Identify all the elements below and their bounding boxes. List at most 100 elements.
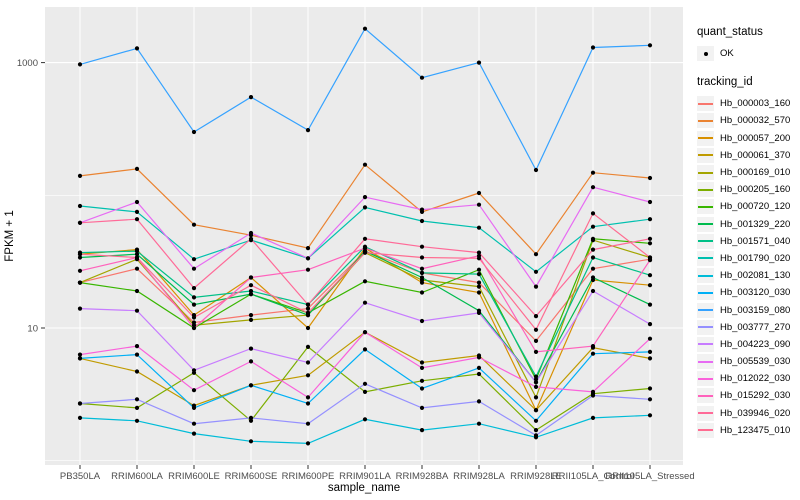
y-tick-labels: 1000 10 [17, 58, 38, 334]
data-point [533, 167, 539, 173]
data-point [476, 280, 482, 285]
data-point [305, 256, 311, 261]
legend-key-box [697, 113, 714, 129]
legend-key-box [697, 46, 714, 62]
legend-key-line [698, 412, 713, 415]
data-point [590, 247, 596, 252]
data-point [647, 413, 653, 418]
data-point [476, 272, 482, 277]
legend-quant-status-block: quant_status OK [697, 26, 797, 62]
legend-key-box [697, 199, 714, 215]
y-axis-title: FPKM + 1 [4, 210, 16, 261]
data-point [590, 288, 596, 294]
data-point [533, 408, 539, 413]
data-point [248, 317, 254, 322]
data-point [590, 393, 596, 398]
data-point [533, 374, 539, 379]
data-point [647, 241, 653, 246]
data-point [305, 306, 311, 311]
legend-key-line [698, 394, 713, 397]
x-tick-label: RRIM928LA [453, 471, 505, 482]
data-points [77, 26, 653, 446]
data-point [533, 418, 539, 423]
legend-entry-label: Hb_002081_130 [720, 270, 791, 282]
data-point [647, 273, 653, 278]
data-point [533, 428, 539, 433]
data-point [134, 418, 140, 423]
legend-key-box [697, 268, 714, 284]
data-point [419, 244, 425, 249]
data-point [647, 283, 653, 288]
data-point [362, 236, 368, 241]
legend-entry: Hb_000061_370 [697, 147, 797, 164]
data-point [419, 365, 425, 370]
data-point [419, 266, 425, 271]
data-point [248, 383, 254, 388]
data-point [77, 356, 83, 361]
legend-entry: Hb_003777_270 [697, 319, 797, 336]
legend-entry: Hb_000169_010 [697, 164, 797, 181]
data-point [362, 26, 368, 31]
legend-item-ok: OK [697, 45, 797, 62]
data-point [590, 45, 596, 50]
data-point [191, 302, 197, 307]
data-point [305, 441, 311, 446]
data-point [419, 428, 425, 433]
legend-entry-label: Hb_000057_200 [720, 132, 791, 144]
data-point [134, 397, 140, 402]
data-point [419, 405, 425, 410]
data-point [533, 269, 539, 274]
x-tick-label: RRII105LA_Control [552, 471, 634, 482]
data-point [476, 355, 482, 360]
data-point [77, 252, 83, 257]
legend-entry-label: Hb_003777_270 [720, 321, 791, 333]
data-point [362, 417, 368, 422]
data-point [419, 270, 425, 275]
legend-entry: Hb_002081_130 [697, 267, 797, 284]
legend-key-line [698, 257, 713, 260]
data-point [191, 388, 197, 393]
data-point [476, 225, 482, 230]
legend-key-line [698, 205, 713, 208]
x-tick-label: RRIM600PE [282, 471, 335, 482]
legend-item-label: OK [720, 48, 734, 60]
data-point [362, 347, 368, 352]
legend-entry: Hb_003120_030 [697, 284, 797, 301]
x-tick-labels: PB350LA RRIM600LA RRIM600LE RRIM600SE RRIM60… [60, 471, 695, 482]
legend-entry: Hb_003159_080 [697, 301, 797, 318]
data-point [305, 267, 311, 272]
data-point [134, 166, 140, 171]
legend-entry: Hb_001790_020 [697, 250, 797, 267]
data-point [248, 292, 254, 297]
legend-entry-label: Hb_000720_120 [720, 201, 791, 213]
data-point [305, 310, 311, 315]
legend-entry-label: Hb_123475_010 [720, 424, 791, 436]
data-point [647, 322, 653, 327]
data-point [191, 315, 197, 320]
data-point [134, 217, 140, 222]
data-point [647, 43, 653, 48]
legend-key-line [698, 326, 713, 329]
data-point [77, 62, 83, 67]
data-point [476, 250, 482, 255]
data-point [476, 310, 482, 315]
x-tick-label: RRIM901LA [339, 471, 391, 482]
data-point [248, 346, 254, 351]
legend-entry-label: Hb_000169_010 [720, 167, 791, 179]
legend-key-line [698, 188, 713, 191]
data-point [134, 369, 140, 374]
data-point [590, 266, 596, 271]
data-point [248, 418, 254, 423]
data-point [419, 378, 425, 383]
data-point [305, 395, 311, 400]
legend-entry: Hb_004223_090 [697, 336, 797, 353]
data-point [191, 295, 197, 300]
data-point [647, 255, 653, 260]
data-point [134, 266, 140, 271]
data-point [248, 313, 254, 318]
x-tick-label: PB350LA [60, 471, 101, 482]
legend-entries: Hb_000003_160 Hb_000032_570 Hb_000057_200 H… [697, 95, 797, 439]
data-point [191, 266, 197, 271]
legend-key-line [698, 309, 713, 312]
